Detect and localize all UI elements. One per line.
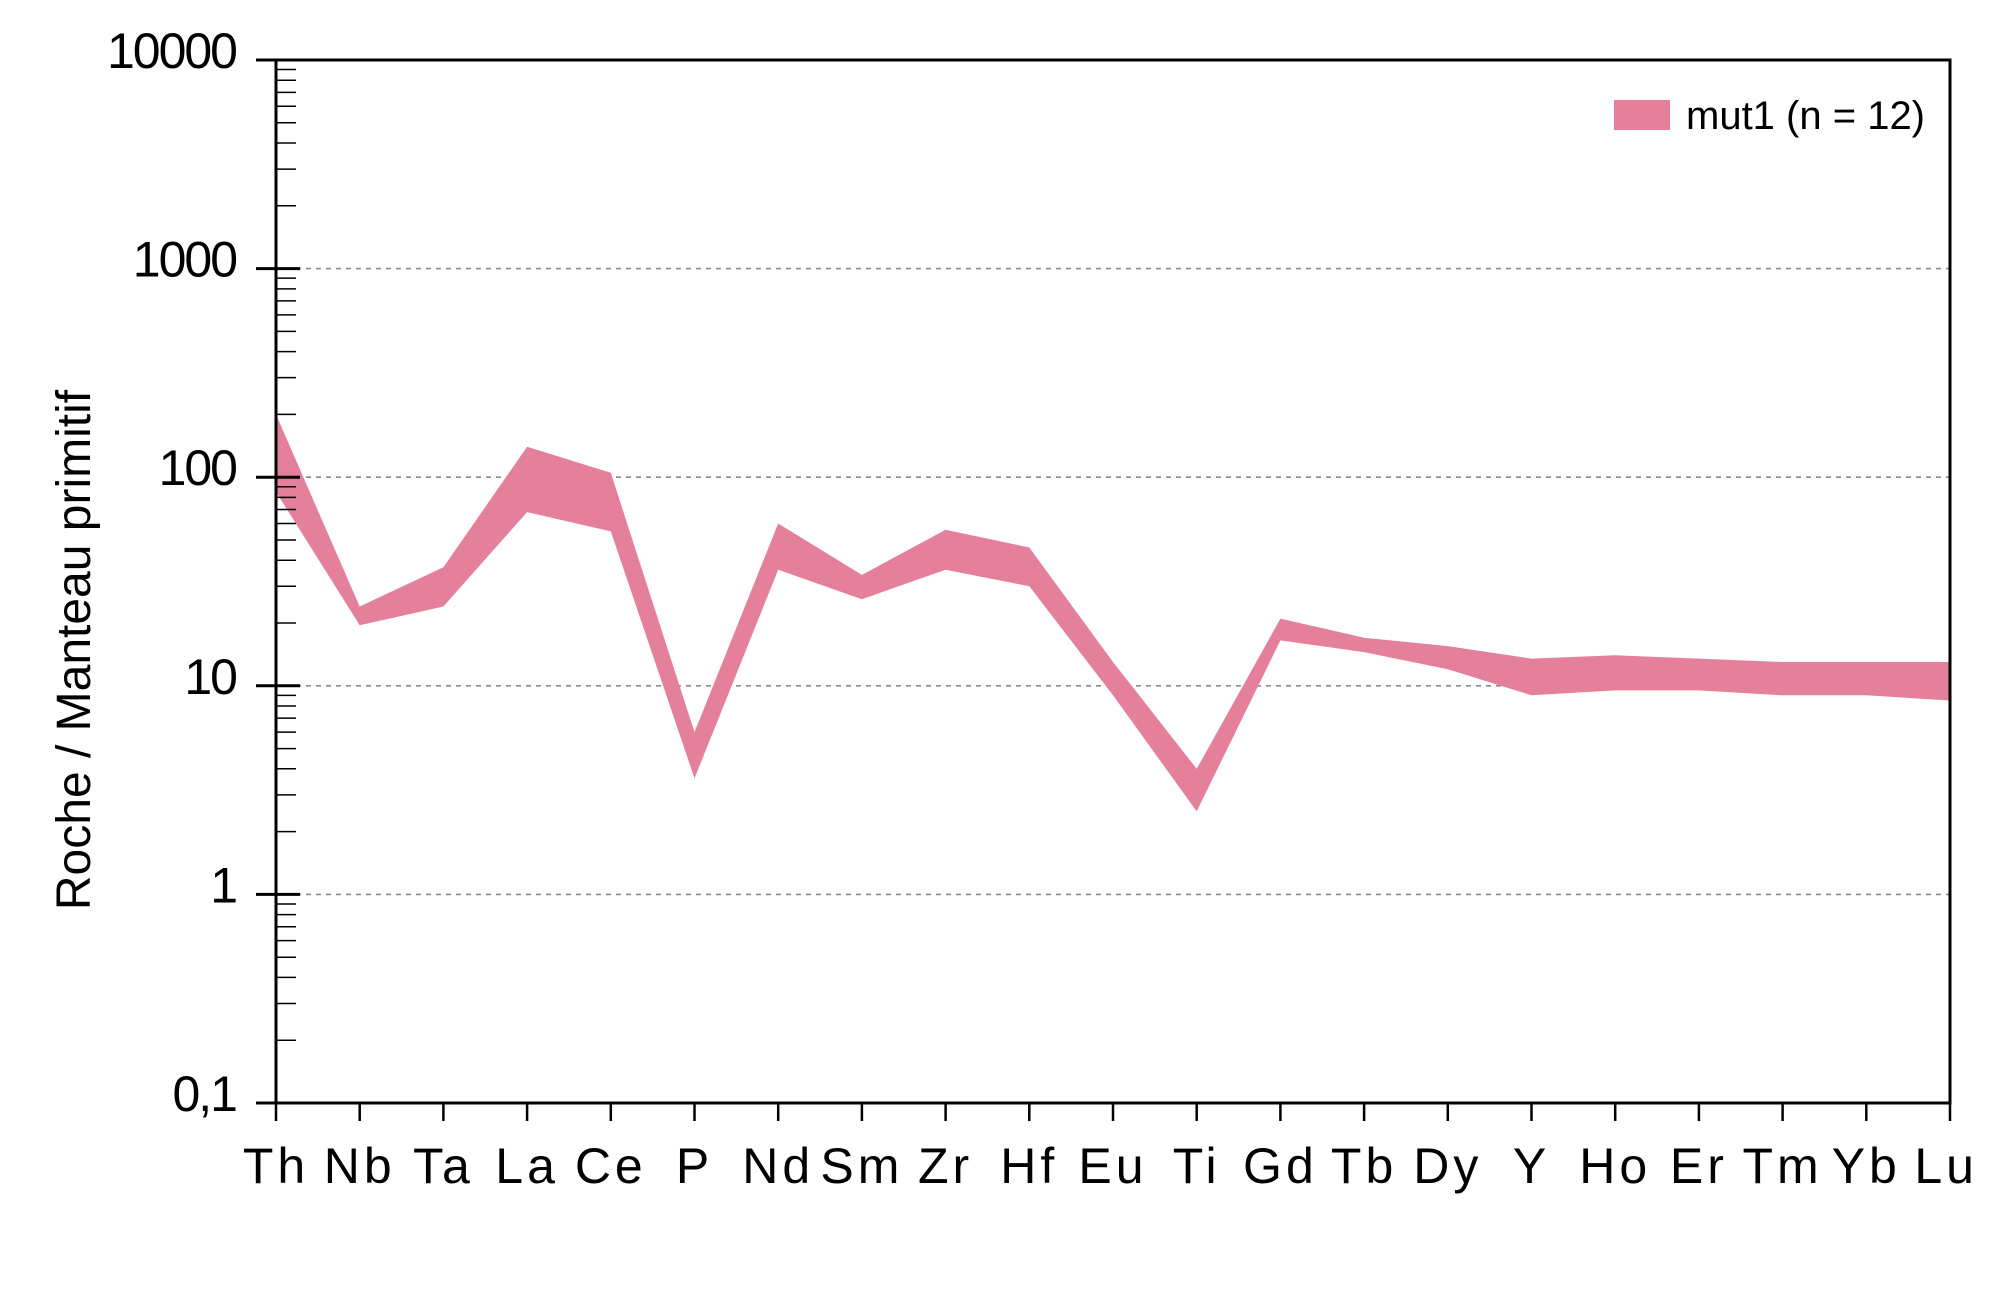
- x-tick-label: Nb: [324, 1138, 396, 1194]
- x-tick-label: Ce: [575, 1138, 647, 1194]
- y-tick-label: 1000: [133, 232, 236, 288]
- x-tick-label: Sm: [820, 1138, 903, 1194]
- y-tick-label: 0,1: [172, 1066, 236, 1122]
- grid-lines: [276, 267, 1950, 896]
- legend: mut1 (n = 12): [1614, 94, 1925, 138]
- x-tick-label: La: [495, 1138, 559, 1194]
- y-axis-label: Roche / Manteau primitif: [48, 389, 101, 910]
- y-tick-label: 10: [184, 649, 236, 705]
- legend-label: mut1 (n = 12): [1686, 94, 1925, 138]
- x-tick-label: Ho: [1579, 1138, 1651, 1194]
- series-band-0: [276, 414, 1950, 812]
- x-tick-label: Hf: [1000, 1138, 1058, 1194]
- x-tick-label: Lu: [1914, 1138, 1978, 1194]
- x-tick-label: Y: [1513, 1138, 1550, 1194]
- x-tick-label: Th: [243, 1138, 309, 1194]
- y-tick-label: 1: [210, 857, 236, 913]
- x-tick-label: Zr: [918, 1138, 973, 1194]
- x-tick-label: P: [676, 1138, 713, 1194]
- axes: [274, 58, 1952, 1105]
- x-tick-label: Tb: [1331, 1138, 1397, 1194]
- y-axis-ticks: 0,1 1 10 100 1000 10000: [107, 23, 300, 1122]
- x-tick-label: Er: [1670, 1138, 1728, 1194]
- x-tick-label: Ta: [413, 1138, 474, 1194]
- x-tick-label: Nd: [742, 1138, 814, 1194]
- y-tick-label: 100: [159, 440, 237, 496]
- x-axis-ticks: Th Nb Ta La Ce P Nd Sm Zr Hf Eu Ti Gd Tb Dy Y Ho Er Tm Yb Lu: [243, 1103, 1978, 1194]
- legend-swatch: [1614, 100, 1670, 130]
- data-band: [276, 414, 1950, 812]
- x-tick-label: Dy: [1413, 1138, 1482, 1194]
- x-tick-label: Eu: [1078, 1138, 1147, 1194]
- x-tick-label: Tm: [1742, 1138, 1822, 1194]
- x-tick-label: Ti: [1173, 1138, 1221, 1194]
- x-tick-label: Gd: [1243, 1138, 1318, 1194]
- y-tick-label: 10000: [107, 23, 236, 79]
- plot-frame: [274, 58, 1952, 1105]
- x-tick-label: Yb: [1832, 1138, 1901, 1194]
